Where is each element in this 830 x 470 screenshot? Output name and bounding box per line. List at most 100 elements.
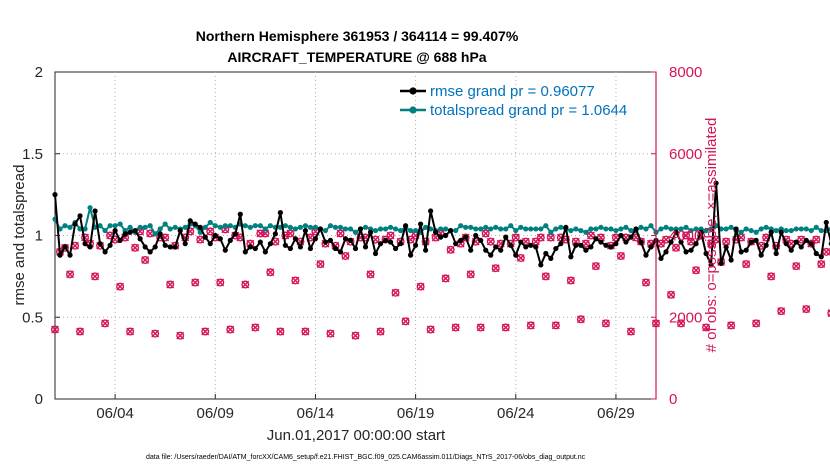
totalspread-point — [533, 226, 539, 232]
totalspread-point — [62, 223, 68, 229]
rmse-point — [663, 249, 669, 255]
rmse-point — [87, 244, 93, 250]
chart-title: Northern Hemisphere 361953 / 364114 = 99… — [196, 28, 519, 44]
obs-assimilated-marker — [516, 254, 525, 262]
obs-assimilated-marker — [511, 233, 520, 242]
totalspread-point — [668, 226, 674, 232]
totalspread-point — [352, 229, 359, 235]
legend-spread-label: totalspread grand pr = 1.0644 — [430, 102, 627, 119]
obs-possible-marker — [511, 233, 520, 242]
y-axis-label: rmse and totalspread — [11, 165, 28, 306]
totalspread-point — [292, 226, 298, 232]
rmse-point — [793, 239, 799, 245]
legend-rmse-label: rmse grand pr = 0.96077 — [430, 83, 595, 100]
rmse-point — [392, 245, 399, 252]
obs-assimilated-marker — [777, 307, 786, 316]
totalspread-point — [783, 227, 789, 234]
totalspread-point — [688, 227, 694, 234]
totalspread-point — [337, 224, 344, 230]
obs-assimilated-marker — [546, 233, 555, 242]
rmse-point — [317, 226, 324, 232]
totalspread-point — [748, 227, 754, 234]
totalspread-point — [728, 224, 734, 230]
totalspread-point — [217, 224, 223, 230]
obs-assimilated-marker — [416, 282, 425, 291]
totalspread-point — [362, 224, 369, 230]
rmse-point — [372, 250, 379, 257]
totalspread-point — [813, 224, 819, 230]
totalspread-point — [302, 223, 309, 229]
rmse-point — [788, 247, 794, 253]
footer-data-file: data file: /Users/raeder/DAI/ATM_forcXX/… — [146, 454, 586, 461]
rmse-point — [97, 241, 103, 247]
rmse-point — [488, 252, 494, 258]
obs-assimilated-marker — [466, 270, 475, 279]
obs-possible-marker — [201, 327, 210, 336]
obs-possible-marker — [702, 323, 711, 332]
obs-possible-marker — [777, 307, 786, 316]
rmse-point — [423, 247, 429, 253]
obs-possible-marker — [807, 239, 816, 248]
rmse-point — [583, 247, 589, 253]
totalspread-point — [252, 223, 258, 229]
obs-assimilated-marker — [486, 237, 495, 246]
obs-assimilated-marker — [827, 309, 830, 318]
rmse-point — [458, 237, 464, 244]
totalspread-point — [618, 226, 624, 232]
obs-possible-marker — [727, 321, 736, 330]
totalspread-point — [493, 224, 499, 230]
totalspread-point — [473, 226, 479, 232]
rmse-point — [593, 236, 599, 242]
rmse-point — [538, 262, 544, 268]
rmse-point — [638, 239, 644, 245]
obs-possible-marker — [677, 319, 686, 328]
totalspread-point — [107, 223, 113, 229]
obs-possible-marker — [141, 256, 150, 265]
obs-possible-marker — [536, 233, 545, 242]
obs-possible-marker — [566, 276, 575, 285]
rmse-point — [713, 180, 719, 186]
totalspread-point — [758, 226, 764, 232]
y-right-tick-label: 8000 — [669, 64, 702, 81]
rmse-point — [558, 241, 564, 247]
obs-possible-marker — [266, 268, 275, 277]
totalspread-point — [738, 229, 744, 235]
totalspread-point — [558, 224, 564, 230]
rmse-point — [77, 213, 83, 219]
totalspread-point — [453, 227, 459, 234]
chart-subtitle: AIRCRAFT_TEMPERATURE @ 688 hPa — [227, 49, 486, 65]
rmse-point — [382, 237, 389, 244]
obs-possible-marker — [451, 323, 460, 332]
obs-possible-marker — [752, 319, 761, 328]
totalspread-point — [443, 226, 449, 232]
rmse-point — [683, 249, 689, 255]
obs-possible-marker — [386, 231, 395, 240]
y-tick-label: 0 — [35, 391, 43, 408]
obs-assimilated-marker — [682, 231, 690, 240]
rmse-point — [613, 241, 619, 247]
legend-rmse-marker — [409, 87, 417, 95]
obs-assimilated-marker — [476, 323, 485, 332]
rmse-point — [397, 241, 404, 247]
rmse-point — [112, 227, 118, 234]
totalspread-point — [167, 226, 173, 232]
rmse-point — [287, 245, 293, 252]
obs-possible-marker — [131, 243, 140, 252]
rmse-point — [463, 234, 469, 240]
rmse-point — [443, 232, 449, 239]
obs-assimilated-marker — [131, 243, 140, 252]
obs-assimilated-marker — [386, 231, 395, 240]
obs-possible-marker — [256, 229, 265, 238]
obs-possible-marker — [151, 329, 160, 338]
obs-possible-marker — [351, 331, 360, 340]
totalspread-point — [207, 219, 213, 226]
obs-assimilated-marker — [752, 319, 761, 328]
rmse-point — [718, 260, 724, 266]
totalspread-point — [648, 223, 654, 229]
rmse-point — [748, 239, 754, 245]
totalspread-point — [127, 224, 133, 230]
x-tick-label: 06/19 — [397, 405, 435, 422]
obs-possible-marker — [226, 325, 235, 334]
rmse-point — [703, 250, 709, 257]
rmse-point — [448, 227, 454, 234]
